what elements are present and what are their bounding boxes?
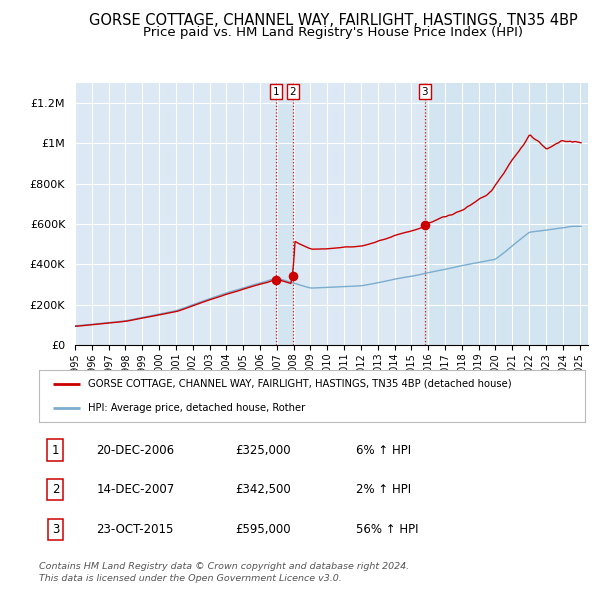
Text: 20-DEC-2006: 20-DEC-2006 xyxy=(97,444,175,457)
Bar xyxy=(425,83,588,345)
Text: 23-OCT-2015: 23-OCT-2015 xyxy=(97,523,174,536)
Text: Price paid vs. HM Land Registry's House Price Index (HPI): Price paid vs. HM Land Registry's House … xyxy=(143,26,523,39)
Text: Contains HM Land Registry data © Crown copyright and database right 2024.
This d: Contains HM Land Registry data © Crown c… xyxy=(39,562,409,583)
Point xyxy=(420,220,430,230)
Text: £342,500: £342,500 xyxy=(236,483,292,496)
Text: GORSE COTTAGE, CHANNEL WAY, FAIRLIGHT, HASTINGS, TN35 4BP (detached house): GORSE COTTAGE, CHANNEL WAY, FAIRLIGHT, H… xyxy=(88,379,512,389)
Text: 14-DEC-2007: 14-DEC-2007 xyxy=(97,483,175,496)
Text: £595,000: £595,000 xyxy=(236,523,291,536)
Text: HPI: Average price, detached house, Rother: HPI: Average price, detached house, Roth… xyxy=(88,403,305,413)
Text: GORSE COTTAGE, CHANNEL WAY, FAIRLIGHT, HASTINGS, TN35 4BP: GORSE COTTAGE, CHANNEL WAY, FAIRLIGHT, H… xyxy=(89,12,577,28)
Text: 1: 1 xyxy=(273,87,280,97)
Point xyxy=(288,271,298,281)
Text: 6% ↑ HPI: 6% ↑ HPI xyxy=(356,444,411,457)
Text: 2: 2 xyxy=(290,87,296,97)
Text: 3: 3 xyxy=(422,87,428,97)
Text: £325,000: £325,000 xyxy=(236,444,291,457)
Point xyxy=(271,275,281,284)
Text: 3: 3 xyxy=(52,523,59,536)
Text: 1: 1 xyxy=(52,444,59,457)
Text: 56% ↑ HPI: 56% ↑ HPI xyxy=(356,523,418,536)
Text: 2% ↑ HPI: 2% ↑ HPI xyxy=(356,483,411,496)
Text: 2: 2 xyxy=(52,483,59,496)
Bar xyxy=(276,83,293,345)
